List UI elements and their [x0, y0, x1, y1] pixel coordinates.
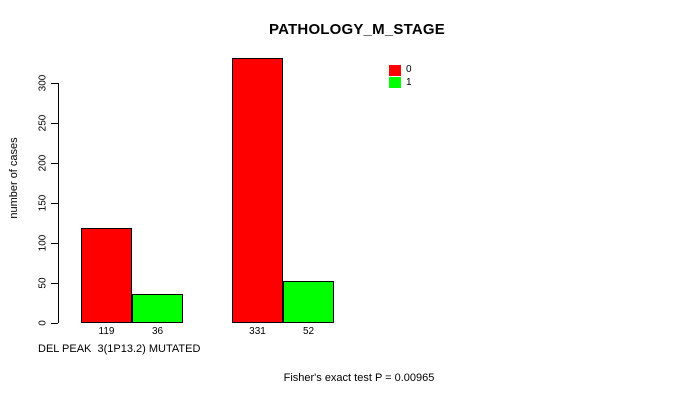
bar-value-label: 119 [98, 326, 115, 337]
y-axis-tick [51, 282, 58, 284]
legend-swatch [389, 64, 401, 76]
x-axis-label: DEL PEAK 3(1P13.2) MUTATED [38, 343, 201, 355]
bar-series-1 [283, 281, 334, 323]
y-axis-tick-label: 300 [37, 74, 49, 92]
y-axis-tick-label: 250 [37, 114, 49, 132]
legend-entry-label: 1 [406, 76, 412, 88]
y-axis-line [58, 83, 59, 323]
y-axis-tick-label: 200 [37, 154, 49, 172]
legend-entry: 1 [389, 77, 412, 90]
legend-entry: 0 [389, 64, 412, 77]
bar-series-1 [132, 294, 183, 323]
bar-series-0 [232, 58, 283, 323]
y-axis-tick-label: 100 [37, 234, 49, 252]
bar-value-label: 52 [302, 326, 315, 337]
legend-swatch [389, 77, 401, 89]
y-axis-tick [51, 162, 58, 164]
y-axis-tick-label: 0 [37, 320, 49, 326]
y-axis-tick [51, 202, 58, 204]
y-axis-tick-label: 50 [37, 277, 49, 289]
y-axis-tick [51, 122, 58, 124]
bar-value-label: 36 [151, 326, 164, 337]
bar-series-0 [81, 228, 132, 323]
y-axis-tick [51, 322, 58, 324]
y-axis-label: number of cases [8, 137, 20, 219]
bar-value-label: 331 [249, 326, 266, 337]
fisher-test-annotation: Fisher's exact test P = 0.00965 [283, 372, 435, 384]
y-axis-tick [51, 242, 58, 244]
y-axis-tick-label: 150 [37, 194, 49, 212]
legend-entry-label: 0 [406, 64, 412, 76]
y-axis-tick [51, 82, 58, 84]
chart-title: PATHOLOGY_M_STAGE [269, 21, 445, 38]
